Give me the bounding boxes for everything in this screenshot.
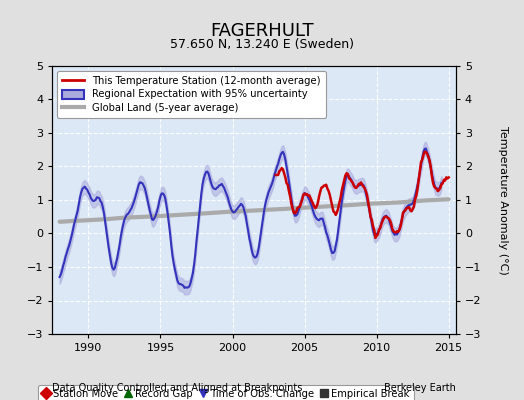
Text: FAGERHULT: FAGERHULT bbox=[210, 22, 314, 40]
Legend: Station Move, Record Gap, Time of Obs. Change, Empirical Break: Station Move, Record Gap, Time of Obs. C… bbox=[38, 385, 413, 400]
Y-axis label: Temperature Anomaly (°C): Temperature Anomaly (°C) bbox=[498, 126, 508, 274]
Text: 57.650 N, 13.240 E (Sweden): 57.650 N, 13.240 E (Sweden) bbox=[170, 38, 354, 51]
Text: Berkeley Earth: Berkeley Earth bbox=[384, 383, 456, 393]
Text: Data Quality Controlled and Aligned at Breakpoints: Data Quality Controlled and Aligned at B… bbox=[52, 383, 303, 393]
